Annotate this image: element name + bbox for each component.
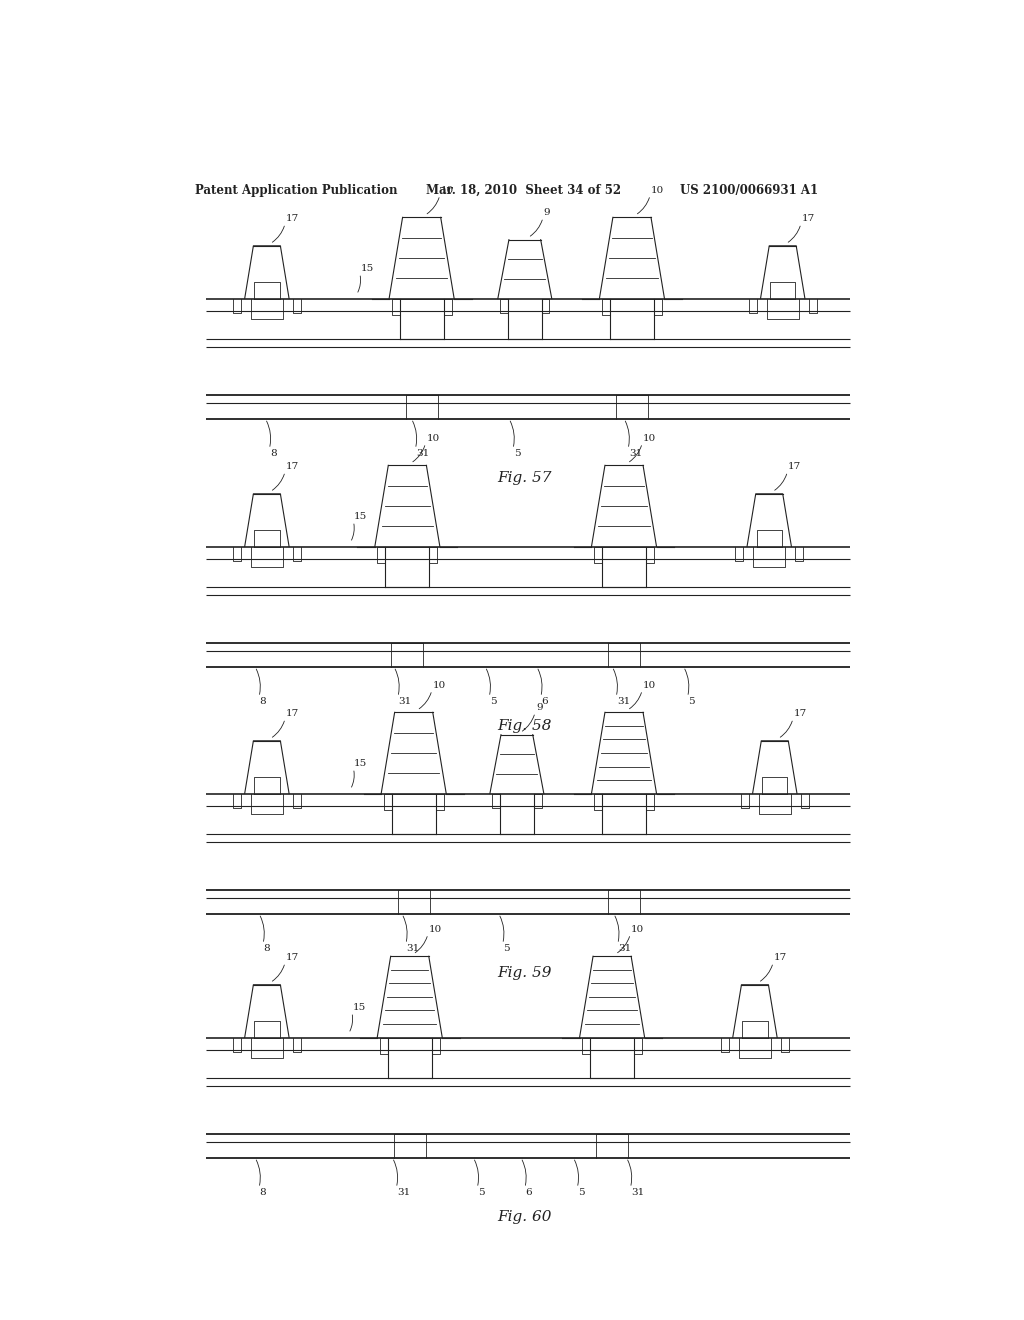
Text: US 2100/0066931 A1: US 2100/0066931 A1	[680, 183, 818, 197]
Text: 10: 10	[429, 925, 442, 935]
Text: 8: 8	[264, 944, 270, 953]
Text: 17: 17	[774, 953, 787, 962]
Text: Patent Application Publication: Patent Application Publication	[196, 183, 398, 197]
Text: Fig. 57: Fig. 57	[498, 471, 552, 484]
Text: 9: 9	[544, 209, 551, 218]
Text: 15: 15	[354, 512, 368, 521]
Text: 31: 31	[416, 449, 429, 458]
Text: 5: 5	[514, 449, 520, 458]
Text: Fig. 59: Fig. 59	[498, 966, 552, 979]
Text: Mar. 18, 2010  Sheet 34 of 52: Mar. 18, 2010 Sheet 34 of 52	[426, 183, 621, 197]
Text: 10: 10	[631, 925, 644, 935]
Text: 31: 31	[407, 944, 420, 953]
Text: 5: 5	[578, 1188, 585, 1197]
Text: 17: 17	[286, 214, 299, 223]
Text: 5: 5	[688, 697, 695, 706]
Text: 10: 10	[426, 434, 439, 444]
Text: 31: 31	[631, 1188, 644, 1197]
Text: 17: 17	[286, 709, 299, 718]
Text: 10: 10	[433, 681, 446, 690]
Text: 10: 10	[643, 681, 656, 690]
Text: 10: 10	[643, 434, 656, 444]
Text: 31: 31	[398, 697, 412, 706]
Text: 15: 15	[354, 759, 368, 768]
Text: 31: 31	[397, 1188, 411, 1197]
Text: 5: 5	[489, 697, 497, 706]
Text: 17: 17	[794, 709, 807, 718]
Text: 9: 9	[536, 704, 543, 713]
Text: 17: 17	[286, 953, 299, 962]
Text: 31: 31	[618, 944, 632, 953]
Text: 17: 17	[802, 214, 815, 223]
Text: 8: 8	[260, 1188, 266, 1197]
Text: 15: 15	[360, 264, 374, 273]
Text: 5: 5	[478, 1188, 484, 1197]
Text: 10: 10	[440, 186, 454, 195]
Text: Fig. 58: Fig. 58	[498, 718, 552, 733]
Text: 5: 5	[504, 944, 510, 953]
Text: 17: 17	[286, 462, 299, 471]
Text: Fig. 60: Fig. 60	[498, 1209, 552, 1224]
Text: 31: 31	[616, 697, 630, 706]
Text: 31: 31	[629, 449, 642, 458]
Text: 8: 8	[270, 449, 276, 458]
Text: 10: 10	[651, 186, 665, 195]
Text: 8: 8	[260, 697, 266, 706]
Text: 17: 17	[788, 462, 802, 471]
Text: 15: 15	[352, 1003, 366, 1012]
Text: 6: 6	[542, 697, 548, 706]
Text: 6: 6	[525, 1188, 532, 1197]
